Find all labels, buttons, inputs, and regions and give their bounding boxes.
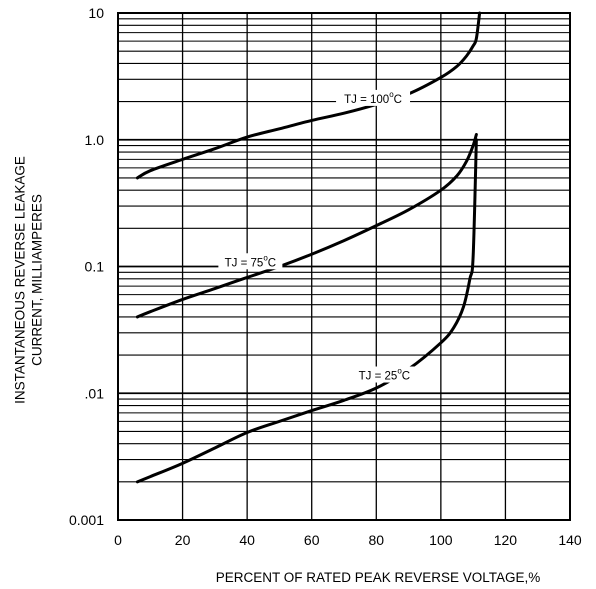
x-tick-label: 100 bbox=[429, 532, 453, 548]
x-tick-labels: 0 20 40 60 80 100 120 140 bbox=[114, 532, 582, 548]
label-unit: C bbox=[402, 371, 410, 383]
degree-superscript: o bbox=[389, 90, 394, 99]
label-background bbox=[336, 89, 411, 106]
label-background bbox=[352, 366, 417, 383]
y-axis-title-line-1: INSTANTANEOUS REVERSE LEAKAGE bbox=[13, 156, 28, 404]
x-tick-label: 60 bbox=[304, 532, 320, 548]
x-tick-label: 140 bbox=[558, 532, 582, 548]
curve-tj-25c bbox=[135, 138, 478, 484]
label-text: TJ = 75 bbox=[225, 257, 264, 269]
x-tick-label: 120 bbox=[494, 532, 518, 548]
y-tick-label: 0.001 bbox=[69, 512, 104, 528]
label-text: TJ = 100 bbox=[344, 94, 389, 106]
degree-superscript: o bbox=[397, 367, 402, 376]
x-tick-label: 0 bbox=[114, 532, 122, 548]
grid bbox=[118, 13, 570, 520]
label-text: TJ = 25 bbox=[359, 371, 398, 383]
y-tick-label: .01 bbox=[85, 385, 105, 401]
label-tj-100c: TJ = 100oC bbox=[344, 90, 402, 106]
label-background bbox=[218, 253, 283, 270]
y-tick-label: 10 bbox=[88, 5, 104, 21]
y-axis-title: INSTANTANEOUS REVERSE LEAKAGE CURRENT, M… bbox=[13, 156, 45, 404]
label-unit: C bbox=[268, 257, 276, 269]
plot-frame bbox=[117, 12, 571, 521]
label-tj-25c: TJ = 25oC bbox=[359, 367, 410, 383]
curve-tj-100c bbox=[135, 11, 482, 180]
x-tick-label: 20 bbox=[175, 532, 191, 548]
x-tick-label: 40 bbox=[239, 532, 255, 548]
curves bbox=[135, 11, 482, 484]
y-tick-label: 0.1 bbox=[85, 259, 105, 275]
y-tick-labels: 0.001 .01 0.1 1.0 10 bbox=[69, 5, 104, 528]
y-tick-label: 1.0 bbox=[85, 132, 105, 148]
y-axis-title-line-2: CURRENT, MILLIAMPERES bbox=[30, 194, 45, 366]
x-axis-title: PERCENT OF RATED PEAK REVERSE VOLTAGE,% bbox=[216, 570, 541, 585]
curve-tj-75c bbox=[135, 133, 478, 319]
degree-superscript: o bbox=[263, 253, 268, 262]
label-unit: C bbox=[394, 94, 402, 106]
label-tj-75c: TJ = 75oC bbox=[225, 253, 276, 269]
x-tick-label: 80 bbox=[368, 532, 384, 548]
